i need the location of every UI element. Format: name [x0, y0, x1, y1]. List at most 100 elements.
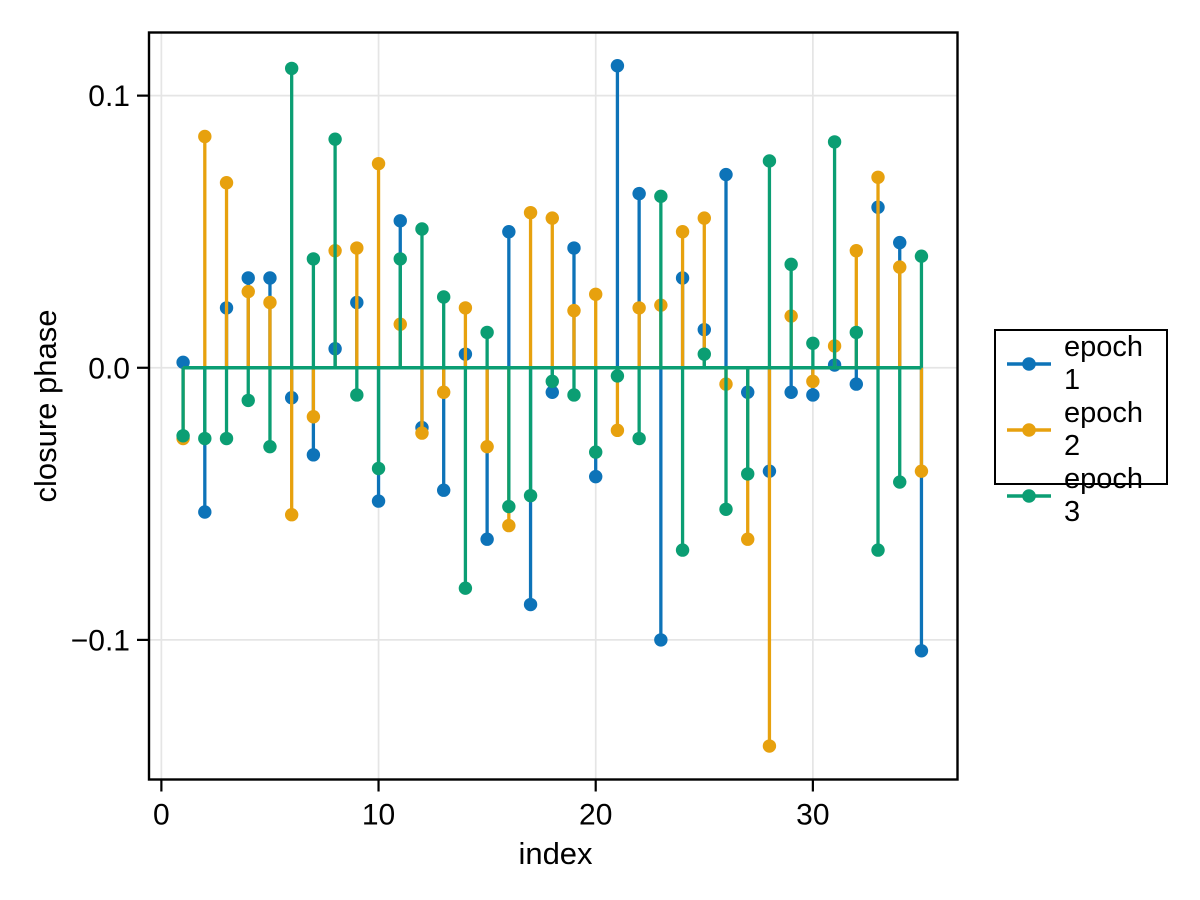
stem-marker — [436, 483, 451, 497]
series-epoch-2 — [176, 129, 929, 753]
legend-label-epoch-3: epoch 3 — [1064, 463, 1144, 528]
stem-marker — [480, 325, 494, 340]
stem-marker — [719, 167, 733, 182]
stem-marker — [523, 597, 538, 612]
stem-marker — [697, 211, 711, 225]
stem-marker — [393, 214, 407, 228]
stem-marker — [523, 488, 538, 503]
stem-marker — [741, 532, 755, 546]
series-epoch-3 — [176, 61, 929, 595]
legend-entry-epoch-2: epoch 2 — [1006, 397, 1166, 463]
legend-marker-epoch-1-icon — [1007, 357, 1051, 371]
stem-marker — [458, 301, 473, 315]
legend-marker-epoch-3-icon — [1007, 489, 1051, 503]
stem-marker — [784, 385, 798, 399]
y-tick-label: 0.1 — [88, 80, 130, 113]
x-axis-label: index — [518, 836, 593, 871]
stem-marker — [502, 518, 516, 533]
stem-marker — [849, 377, 864, 391]
stem-marker — [632, 301, 646, 315]
legend: epoch 1 epoch 2 epoch 3 — [994, 329, 1168, 528]
stem-marker — [371, 461, 386, 476]
stem-marker — [610, 423, 625, 438]
stem-marker — [849, 325, 864, 340]
stem-marker — [306, 410, 321, 424]
stem-marker — [306, 252, 321, 266]
stem-marker — [675, 543, 690, 557]
stem-marker — [914, 464, 929, 478]
legend-dot — [1022, 357, 1036, 371]
stem-marker — [458, 581, 473, 595]
stem-marker — [762, 739, 777, 753]
stem-marker — [741, 467, 755, 481]
stem-marker — [263, 295, 277, 310]
stem-marker — [610, 58, 625, 73]
stem-marker — [415, 426, 429, 440]
stem-marker — [806, 388, 820, 402]
stem-marker — [393, 252, 407, 266]
stem-marker — [219, 176, 234, 190]
stem-marker — [328, 132, 342, 146]
stem-marker — [523, 205, 538, 220]
stem-marker — [567, 241, 581, 255]
legend-marker-epoch-2-icon — [1007, 423, 1051, 437]
stem-marker — [545, 211, 559, 225]
plot-frame — [147, 31, 959, 781]
stem-marker — [545, 385, 559, 399]
stem-marker — [784, 257, 798, 272]
x-tick-label: 20 — [579, 798, 612, 831]
stem-marker — [697, 347, 711, 361]
y-tick-label: −0.1 — [71, 624, 130, 657]
stem-marker — [263, 439, 277, 454]
stem-marker — [284, 61, 299, 76]
stem-marker — [567, 388, 581, 402]
stem-marker — [350, 241, 364, 255]
stem-marker — [263, 271, 277, 285]
stem-marker — [198, 129, 212, 144]
stem-marker — [545, 374, 559, 389]
stem-marker — [893, 475, 907, 489]
stem-marker — [371, 156, 386, 171]
stem-marker — [371, 494, 386, 508]
stem-marker — [719, 502, 733, 516]
stem-marker — [914, 644, 929, 658]
stem-marker — [914, 249, 929, 263]
stem-marker — [806, 374, 820, 389]
stem-marker — [241, 284, 255, 299]
x-tick-label: 0 — [153, 798, 170, 831]
stem-marker — [610, 369, 625, 383]
stem-marker — [350, 388, 364, 402]
stem-marker — [871, 543, 885, 557]
legend-entry-epoch-3: epoch 3 — [1006, 463, 1166, 529]
stem-marker — [176, 355, 190, 370]
stem-marker — [893, 260, 907, 274]
y-axis-label: closure phase — [28, 309, 63, 503]
y-tick-label: 0.0 — [88, 352, 130, 385]
stem-marker — [241, 271, 255, 285]
stem-marker — [675, 225, 690, 239]
stem-marker — [632, 431, 646, 446]
stem-marker — [480, 439, 494, 454]
ticks: 0 10 20 30 0.1 0.0 −0.1 — [71, 80, 830, 831]
legend-label-epoch-2: epoch 2 — [1064, 397, 1144, 462]
stem-marker — [654, 189, 668, 204]
stem-marker — [589, 287, 603, 301]
stem-marker — [806, 336, 820, 350]
stem-marker — [589, 445, 603, 459]
legend-label-epoch-1: epoch 1 — [1064, 331, 1144, 396]
stem-marker — [893, 235, 907, 250]
stem-marker — [198, 505, 212, 519]
stem-marker — [415, 222, 429, 236]
stem-marker — [762, 154, 777, 168]
stem-marker — [436, 290, 451, 304]
stem-marker — [827, 135, 842, 149]
legend-entry-epoch-1: epoch 1 — [1006, 331, 1166, 397]
stem-marker — [198, 431, 212, 446]
stem-marker — [654, 633, 668, 647]
legend-dot — [1022, 423, 1036, 437]
stem-marker — [502, 225, 516, 239]
stem-marker — [176, 429, 190, 443]
stem-marker — [219, 431, 234, 446]
